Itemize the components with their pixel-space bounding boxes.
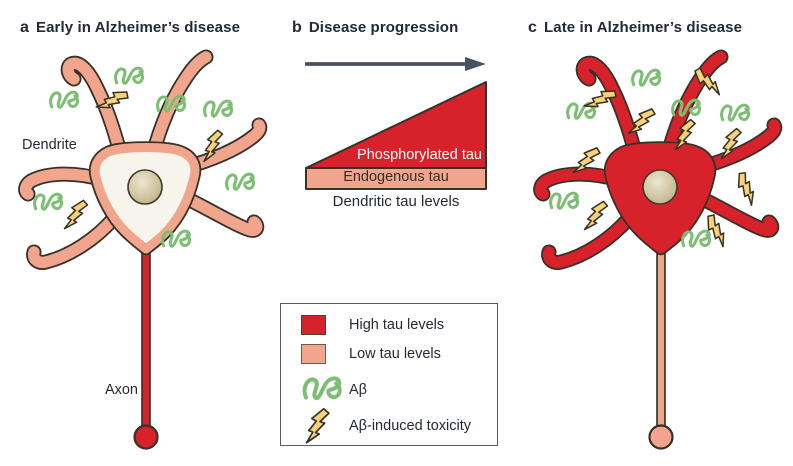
wedge-caption: Dendritic tau levels [332,193,460,210]
endogenous-tau-bar [305,167,487,190]
abeta-icon [225,172,256,191]
panel-a-tag: a [20,19,29,36]
progression-arrow [305,57,486,71]
toxicity-bolt-icon [583,197,610,235]
legend-row-low-tau: Low tau levels [299,342,491,366]
panel-early-ad: a Early in Alzheimer’s disease [0,0,280,466]
neuron-early [18,49,268,450]
panel-b-title: b Disease progression [292,19,458,37]
panel-c-title-text: Late in Alzheimer’s disease [544,19,743,36]
panel-a-title-text: Early in Alzheimer’s disease [36,19,241,36]
panel-disease-progression: b Disease progression Phosphorylated tau … [280,0,515,466]
abeta-icon [681,229,712,248]
axon-terminal [133,424,159,450]
nucleus [127,169,163,205]
toxicity-bolt-icon [63,196,90,234]
panel-b-tag: b [292,19,302,36]
abeta-icon [49,90,80,109]
endogenous-tau-label: Endogenous tau [343,169,449,185]
legend-label: Aβ-induced toxicity [349,418,471,434]
panel-c-tag: c [528,19,537,36]
panel-b-title-text: Disease progression [308,19,459,36]
abeta-icon [33,192,64,211]
neuron-late [533,49,783,450]
abeta-icon [114,66,145,85]
nucleus [642,169,678,205]
dendrites [534,51,781,269]
dendrites [19,51,266,269]
abeta-icon [203,99,234,118]
legend-label: Low tau levels [349,346,441,362]
legend-row-toxicity: Aβ-induced toxicity [299,406,491,446]
dendrite-label: Dendrite [22,137,77,153]
legend-label: Aβ [349,382,368,398]
panel-c-title: c Late in Alzheimer’s disease [528,19,742,37]
legend-label: High tau levels [349,317,445,333]
legend-row-abeta: Aβ [299,372,491,408]
abeta-icon [720,103,751,122]
toxicity-bolt-icon [305,406,331,446]
panel-late-ad: c Late in Alzheimer’s disease [515,0,793,466]
abeta-icon [299,373,345,407]
phosphorylated-tau-label: Phosphorylated tau [357,147,482,163]
tau-wedge-chart [305,81,487,190]
axon-terminal [648,424,674,450]
abeta-icon [631,68,662,87]
axon-label: Axon [104,382,138,398]
toxicity-bolt-icon [730,169,765,206]
low-tau-swatch [301,344,326,364]
legend-row-high-tau: High tau levels [299,313,491,337]
high-tau-swatch [301,315,326,335]
abeta-icon [549,191,580,210]
panel-a-title: a Early in Alzheimer’s disease [20,19,240,37]
legend-box: High tau levels Low tau levels Aβ Aβ-ind… [280,303,498,446]
